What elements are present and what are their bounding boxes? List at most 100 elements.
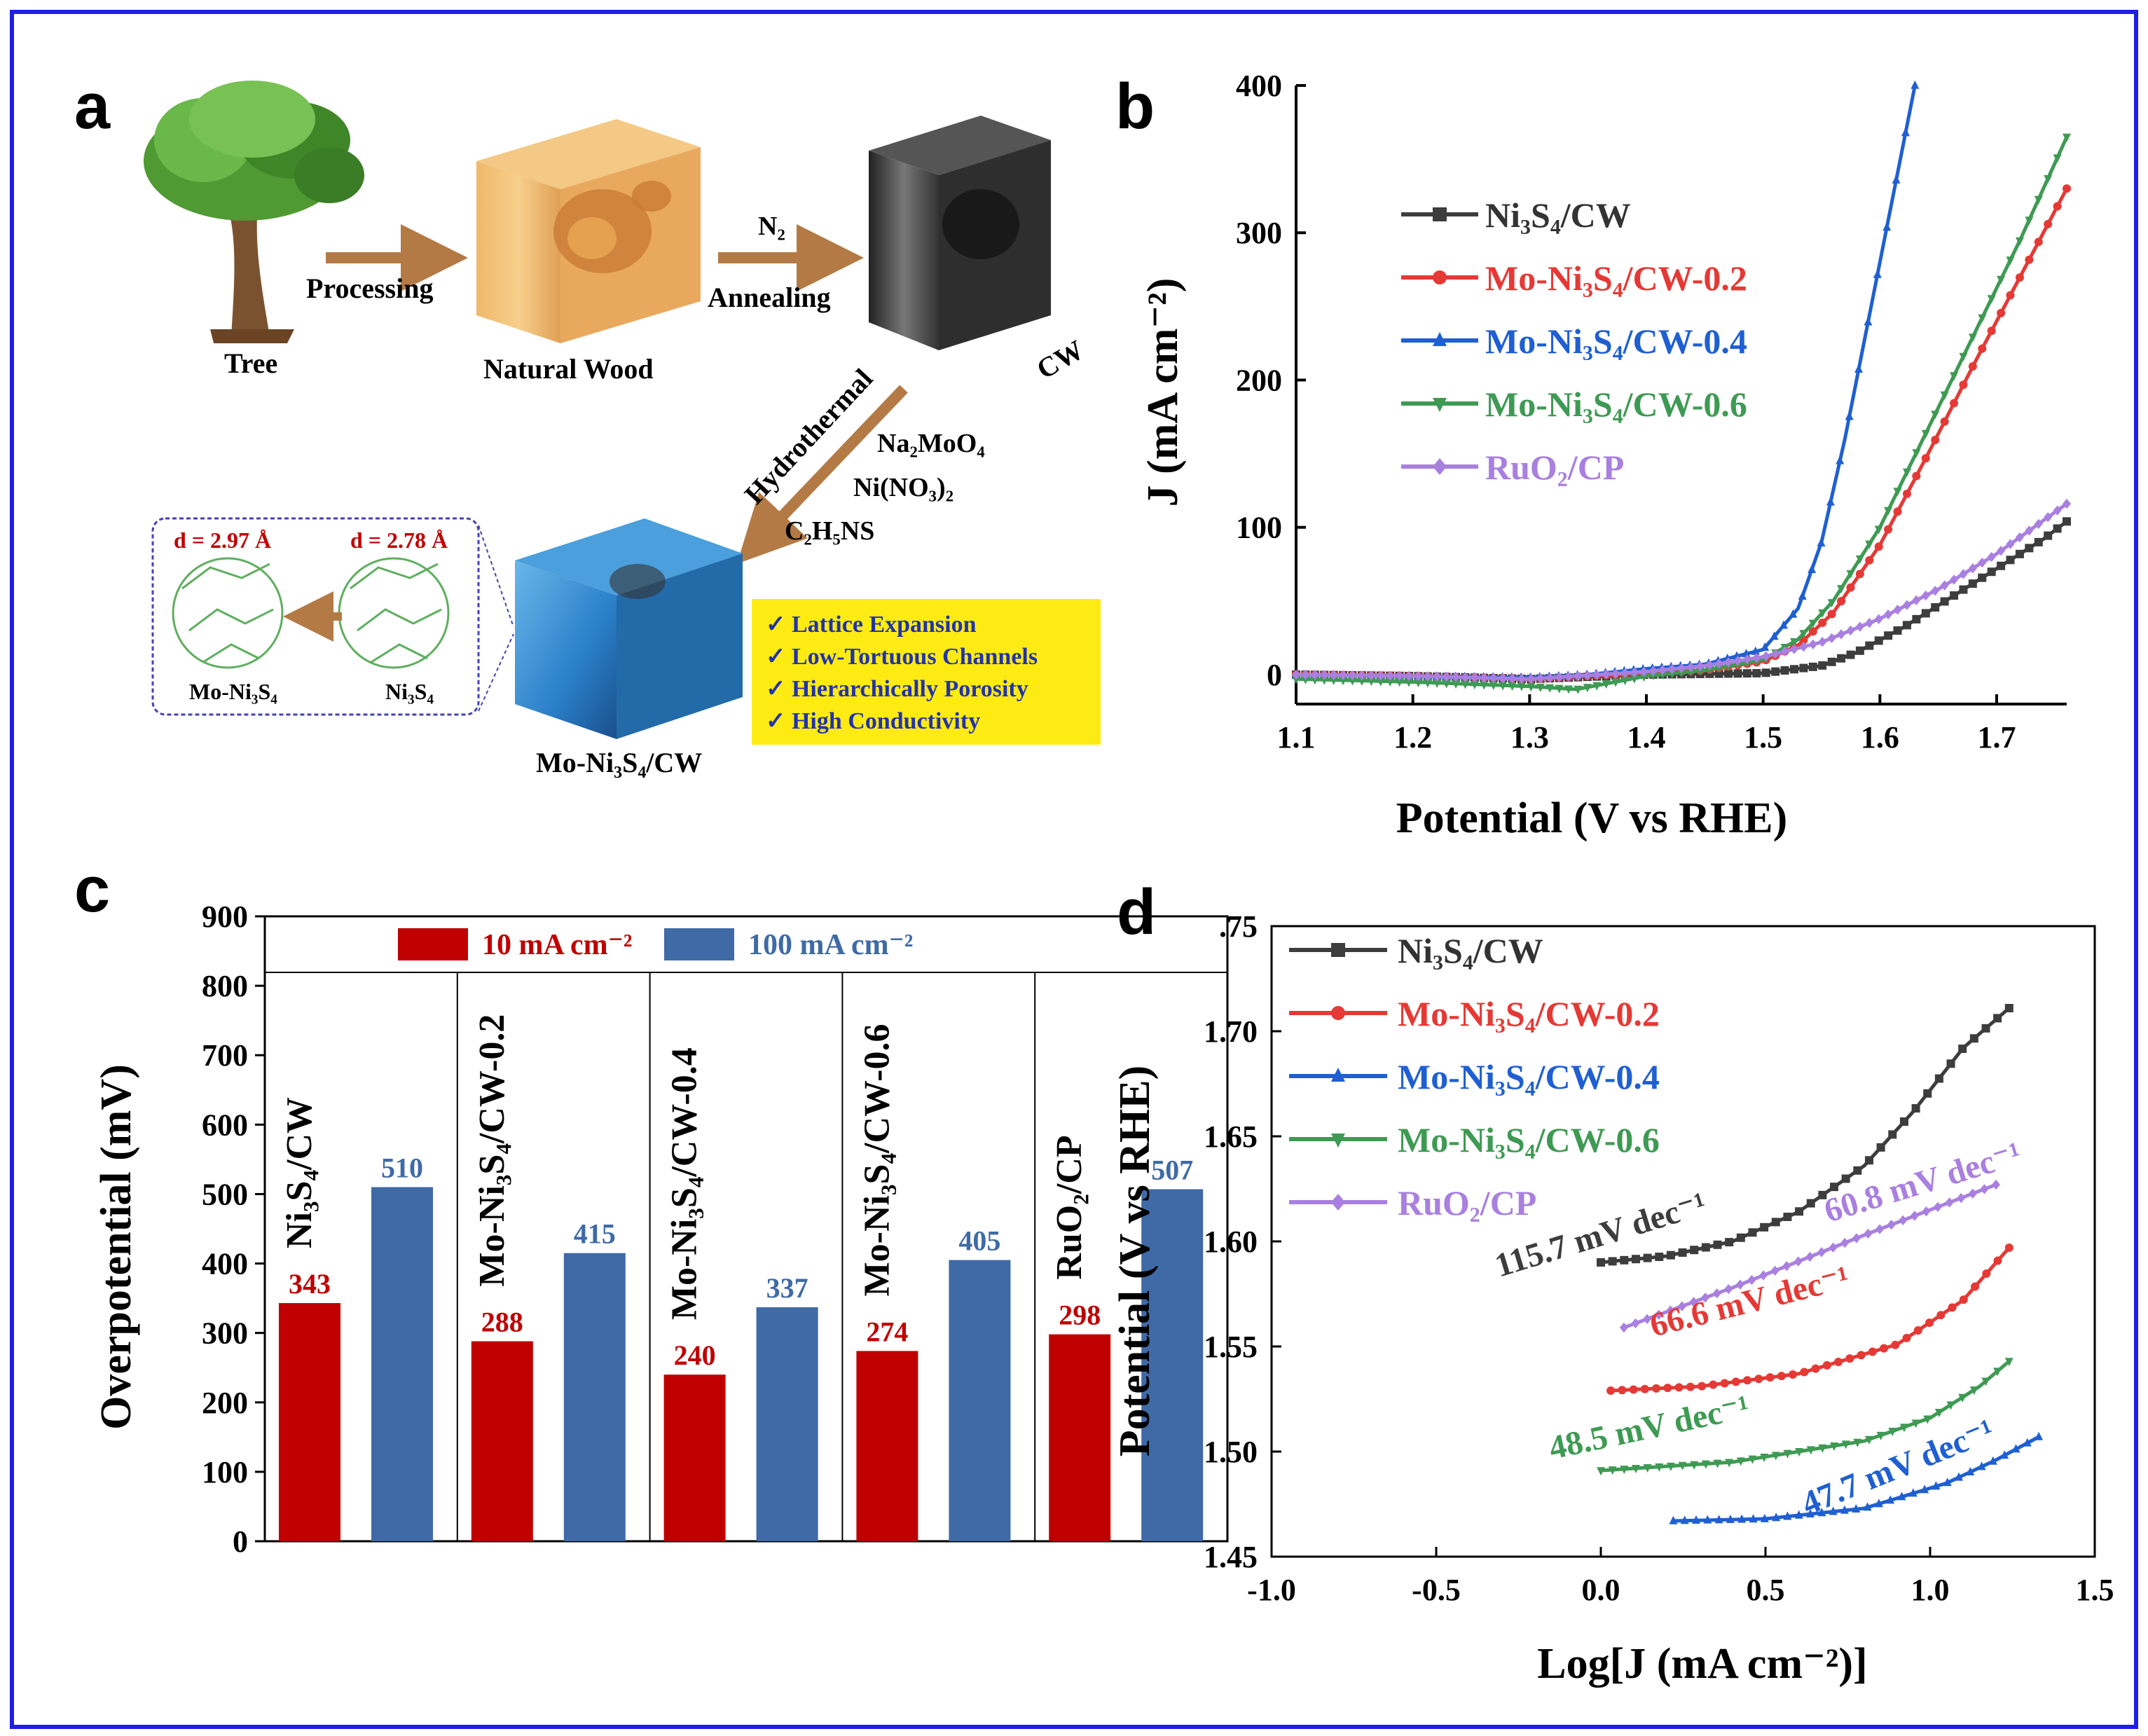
tafel-data-point <box>1923 1415 1932 1424</box>
tafel-data-point <box>1910 1211 1919 1221</box>
reagent-c2h5ns: C₂H₅NS <box>785 516 874 546</box>
tafel-data-point <box>1829 1506 1838 1515</box>
tafel-data-point <box>1911 1104 1920 1113</box>
tafel-data-point <box>1795 1448 1804 1457</box>
tafel-data-point <box>1993 1368 2002 1377</box>
tafel-data-point <box>1908 1488 1918 1497</box>
lsv-data-point <box>2034 518 2043 530</box>
lsv-legend-marker <box>1433 458 1447 475</box>
lsv-data-point <box>1705 666 1714 675</box>
lsv-x-tick-label: 1.3 <box>1510 720 1549 755</box>
tafel-y-tick-label: 1.70 <box>1204 1014 1258 1049</box>
lsv-data-point <box>1761 651 1770 661</box>
lsv-data-point <box>1789 665 1798 674</box>
lsv-xlabel: Potential (V vs RHE) <box>1396 794 1788 842</box>
lsv-data-point <box>1724 669 1733 678</box>
tafel-slope-label: 48.5 mV dec⁻¹ <box>1545 1388 1752 1466</box>
lsv-data-point <box>1997 545 2006 556</box>
lsv-data-point <box>1705 660 1714 670</box>
feature-3: ✓ Hierarchically Porosity <box>766 676 1028 702</box>
tafel-data-point <box>1805 1251 1815 1262</box>
lsv-data-point <box>1545 673 1555 683</box>
lsv-x-tick-label: 1.6 <box>1861 720 1899 755</box>
tafel-legend-marker <box>1331 1068 1345 1082</box>
tafel-data-point <box>1876 1431 1885 1440</box>
tafel-data-point <box>1891 1340 1900 1349</box>
tafel-x-tick-label: 0.0 <box>1582 1573 1620 1607</box>
tafel-data-point <box>1735 1279 1744 1290</box>
lsv-data-point <box>2063 498 2071 509</box>
lsv-data-point <box>1423 671 1432 682</box>
lsv-data-point <box>1827 599 1836 608</box>
tafel-data-point <box>1887 1220 1896 1230</box>
lsv-data-point <box>2006 539 2015 549</box>
tafel-data-point <box>1902 1333 1911 1342</box>
tafel-y-tick-label: 1.45 <box>1204 1540 1258 1574</box>
tafel-data-point <box>1783 1449 1792 1459</box>
bar-value-label: 274 <box>866 1316 908 1347</box>
tafel-data-point <box>1800 1368 1809 1377</box>
tafel-data-point <box>1686 1382 1695 1391</box>
bar-value-label: 337 <box>766 1272 808 1304</box>
bar-category-label: Mo-Ni₃S₄/CW-0.2 <box>472 1014 512 1287</box>
hydrothermal-arrow <box>736 385 908 564</box>
lsv-data-point <box>1564 671 1574 682</box>
tafel-data-point <box>1782 1260 1791 1272</box>
lsv-data-point <box>1827 657 1836 666</box>
lsv-data-point <box>1987 567 1996 577</box>
bar-y-tick-label: 400 <box>202 1247 248 1281</box>
lsv-data-point <box>1686 668 1695 677</box>
tafel-data-point <box>1817 1508 1826 1517</box>
tafel-data-point <box>1864 1156 1873 1165</box>
lsv-data-point <box>1536 683 1545 692</box>
tafel-data-point <box>1771 1452 1780 1461</box>
lsv-data-point <box>1442 680 1451 689</box>
lsv-data-point <box>1761 642 1770 652</box>
tafel-xlabel: Log[J (mA cm⁻²)] <box>1537 1640 1867 1688</box>
lsv-data-point <box>1874 525 1883 535</box>
lsv-data-point <box>1733 656 1742 666</box>
tafel-data-point <box>2035 1431 2044 1440</box>
lsv-data-point <box>1808 639 1817 649</box>
tafel-data-point <box>1654 1309 1663 1320</box>
tafel-data-point <box>1806 1446 1815 1455</box>
tafel-data-point <box>1982 1269 1991 1279</box>
lsv-data-point <box>1874 636 1883 645</box>
lsv-data-point <box>1931 586 1940 596</box>
tafel-data-point <box>1692 1515 1701 1524</box>
lsv-y-tick-label: 0 <box>1267 658 1282 692</box>
tafel-data-point <box>1597 1258 1605 1267</box>
tafel-data-point <box>1747 1274 1756 1286</box>
tafel-data-point <box>1725 1238 1734 1247</box>
lsv-data-point <box>1997 561 2006 570</box>
lsv-legend-label: Mo-Ni₃S₄/CW-0.4 <box>1485 322 1747 361</box>
tafel-data-point <box>1853 1166 1862 1175</box>
tafel-data-point <box>1737 1514 1747 1523</box>
bar <box>663 1375 726 1541</box>
tafel-data-point <box>1853 1438 1862 1447</box>
mo-ni3s4-cw-cube <box>515 518 743 739</box>
bar-category-label: Ni₃S₄/CW <box>280 1097 319 1248</box>
tafel-data-point <box>1655 1463 1664 1472</box>
tafel-data-point <box>1677 1301 1686 1311</box>
lsv-data-point <box>1855 621 1864 632</box>
tafel-x-tick-label: -0.5 <box>1412 1573 1461 1607</box>
lsv-data-point <box>1658 665 1667 675</box>
lsv-data-point <box>1884 609 1893 620</box>
bar-y-tick-label: 900 <box>202 900 248 934</box>
lsv-data-point <box>2063 517 2071 526</box>
tafel-data-point <box>1958 1393 1967 1403</box>
lsv-data-point <box>1404 670 1413 682</box>
tafel-data-point <box>1840 1505 1849 1514</box>
bar-value-label: 510 <box>381 1152 423 1184</box>
lsv-data-point <box>1817 537 1826 546</box>
tafel-data-point <box>2011 1444 2020 1453</box>
tafel-data-point <box>1945 1197 1954 1208</box>
bar <box>949 1260 1011 1541</box>
lsv-data-point <box>1884 525 1893 534</box>
lsv-data-point <box>1376 670 1385 681</box>
lsv-data-point <box>1752 668 1761 677</box>
bar-value-label: 415 <box>574 1218 616 1250</box>
lsv-data-point <box>1574 685 1583 694</box>
tafel-data-point <box>1771 1218 1780 1227</box>
